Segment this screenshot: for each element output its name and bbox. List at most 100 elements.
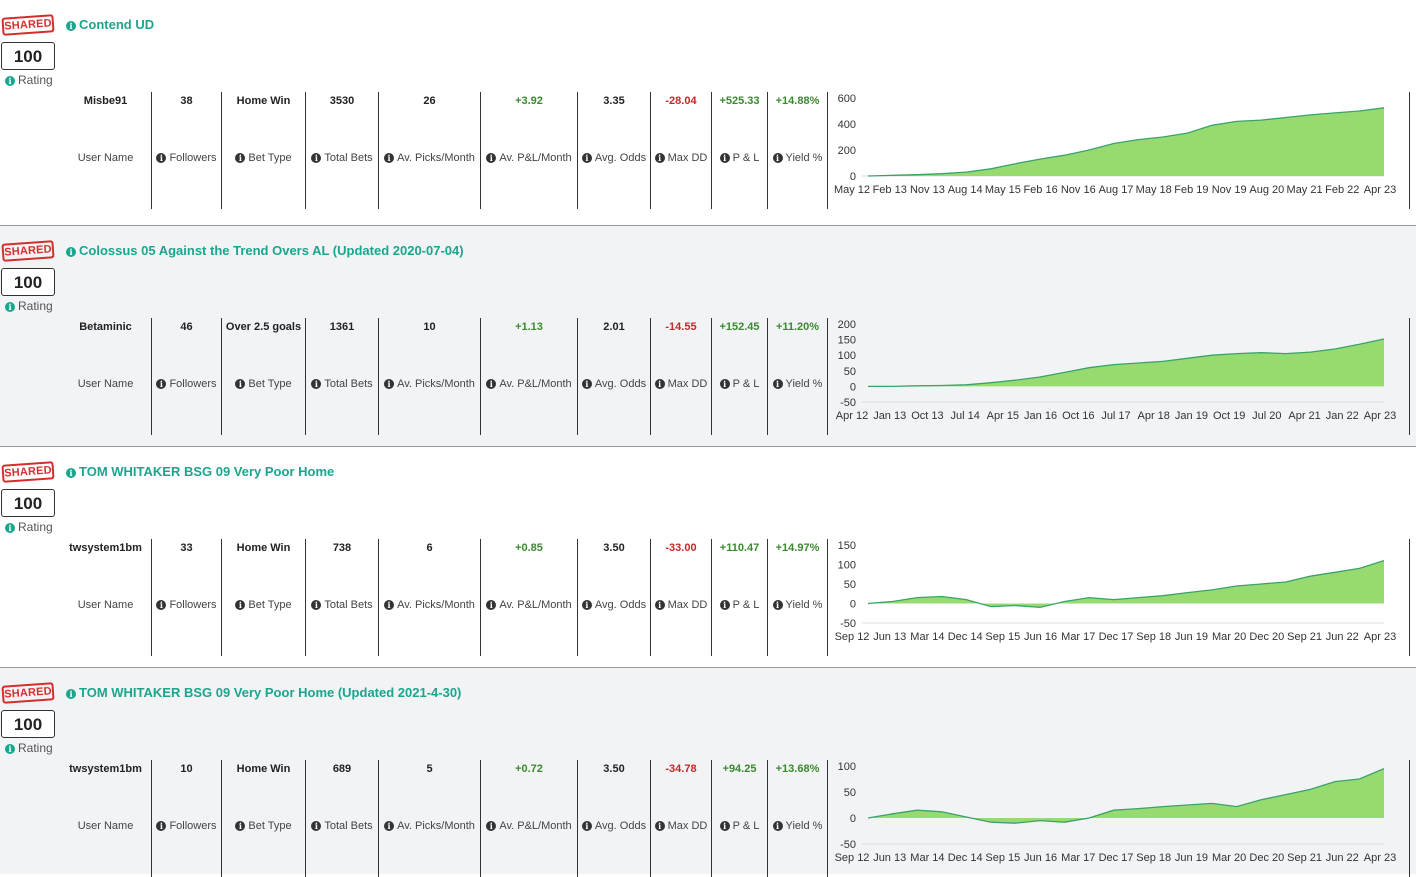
info-icon[interactable]: i — [156, 153, 167, 163]
info-icon[interactable]: i — [719, 821, 730, 831]
info-icon[interactable]: i — [384, 821, 395, 831]
followers-value: 38 — [180, 95, 193, 107]
user-name-value[interactable]: Betaminic — [79, 321, 132, 333]
x-tick-label: Jun 19 — [1175, 631, 1208, 643]
user-name-label: User Name — [77, 152, 134, 164]
info-icon[interactable]: i — [486, 821, 497, 831]
info-icon[interactable]: i — [719, 379, 730, 389]
info-icon[interactable]: i — [311, 821, 322, 831]
x-tick-label: Jul 20 — [1252, 410, 1281, 422]
info-icon[interactable]: i — [654, 153, 665, 163]
pl-area-series — [868, 560, 1384, 608]
info-icon[interactable]: i — [654, 379, 665, 389]
system-title-link[interactable]: i Colossus 05 Against the Trend Overs AL … — [66, 243, 464, 258]
stat-bet-type: Over 2.5 goals i Bet Type — [222, 318, 306, 435]
stat-max-dd: -34.78 i Max DD — [651, 760, 712, 877]
info-icon[interactable]: i — [311, 379, 322, 389]
y-tick-label: -50 — [840, 618, 856, 630]
yield-label: Yield % — [785, 378, 823, 390]
info-icon[interactable]: i — [5, 76, 15, 86]
x-tick-label: May 15 — [985, 184, 1021, 196]
system-title[interactable]: Contend UD — [79, 17, 155, 32]
info-icon[interactable]: i — [235, 821, 246, 831]
info-icon[interactable]: i — [66, 247, 76, 257]
user-name-value[interactable]: Misbe91 — [83, 95, 128, 107]
info-icon[interactable]: i — [486, 153, 497, 163]
x-tick-label: Nov 16 — [1061, 184, 1096, 196]
pl-value: +110.47 — [719, 542, 760, 554]
info-icon[interactable]: i — [654, 600, 665, 610]
user-name-value[interactable]: twsystem1bm — [69, 763, 142, 775]
pl-value: +525.33 — [719, 95, 760, 107]
info-icon[interactable]: i — [66, 468, 76, 478]
stat-bet-type: Home Win i Bet Type — [222, 539, 306, 656]
user-name-value[interactable]: twsystem1bm — [69, 542, 142, 554]
stat-yield: +11.20% i Yield % — [768, 318, 828, 435]
pl-label: P & L — [732, 599, 760, 611]
y-tick-label: 100 — [838, 560, 856, 572]
info-icon[interactable]: i — [66, 689, 76, 699]
info-icon[interactable]: i — [486, 600, 497, 610]
info-icon[interactable]: i — [581, 379, 592, 389]
info-icon[interactable]: i — [235, 600, 246, 610]
y-tick-label: 50 — [844, 579, 856, 591]
info-icon[interactable]: i — [719, 600, 730, 610]
info-icon[interactable]: i — [156, 821, 167, 831]
x-tick-label: Jul 14 — [950, 410, 979, 422]
x-tick-label: Apr 12 — [836, 410, 868, 422]
info-icon[interactable]: i — [581, 600, 592, 610]
system-title[interactable]: TOM WHITAKER BSG 09 Very Poor Home (Upda… — [79, 685, 462, 700]
av-pl-month-value: +3.92 — [515, 95, 543, 107]
shared-badge: SHARED — [1, 14, 55, 36]
info-icon[interactable]: i — [311, 600, 322, 610]
bet-type-value: Home Win — [236, 763, 291, 775]
rating-label-wrap: i Rating — [5, 73, 53, 87]
x-tick-label: Jul 17 — [1101, 410, 1130, 422]
stat-total-bets: 3530 i Total Bets — [306, 92, 379, 209]
info-icon[interactable]: i — [156, 600, 167, 610]
info-icon[interactable]: i — [66, 21, 76, 31]
system-title-link[interactable]: i TOM WHITAKER BSG 09 Very Poor Home (Upd… — [66, 685, 461, 700]
info-icon[interactable]: i — [156, 379, 167, 389]
info-icon[interactable]: i — [235, 153, 246, 163]
y-tick-label: 150 — [838, 540, 856, 552]
info-icon[interactable]: i — [772, 153, 783, 163]
av-picks-month-label: Av. Picks/Month — [397, 820, 475, 832]
stat-avg-odds: 3.50 i Avg. Odds — [578, 539, 651, 656]
info-icon[interactable]: i — [772, 600, 783, 610]
rating-label-wrap: i Rating — [5, 520, 53, 534]
system-title-link[interactable]: i TOM WHITAKER BSG 09 Very Poor Home — [66, 464, 334, 479]
info-icon[interactable]: i — [311, 153, 322, 163]
info-icon[interactable]: i — [772, 379, 783, 389]
system-title-link[interactable]: i Contend UD — [66, 17, 154, 32]
x-tick-label: Apr 23 — [1364, 410, 1396, 422]
shared-badge: SHARED — [1, 682, 55, 704]
info-icon[interactable]: i — [486, 379, 497, 389]
info-icon[interactable]: i — [772, 821, 783, 831]
info-icon[interactable]: i — [5, 302, 15, 312]
info-icon[interactable]: i — [235, 379, 246, 389]
info-icon[interactable]: i — [581, 153, 592, 163]
info-icon[interactable]: i — [384, 379, 395, 389]
x-tick-label: Nov 13 — [910, 184, 945, 196]
x-tick-label: Sep 18 — [1136, 852, 1171, 864]
total-bets-value: 1361 — [329, 321, 355, 333]
info-icon[interactable]: i — [384, 153, 395, 163]
info-icon[interactable]: i — [5, 744, 15, 754]
info-icon[interactable]: i — [654, 821, 665, 831]
bet-type-label: Bet Type — [248, 378, 292, 390]
info-icon[interactable]: i — [719, 153, 730, 163]
info-icon[interactable]: i — [581, 821, 592, 831]
info-icon[interactable]: i — [384, 600, 395, 610]
system-title[interactable]: TOM WHITAKER BSG 09 Very Poor Home — [79, 464, 335, 479]
x-tick-label: Oct 13 — [911, 410, 943, 422]
system-title[interactable]: Colossus 05 Against the Trend Overs AL (… — [79, 243, 464, 258]
info-icon[interactable]: i — [5, 523, 15, 533]
y-tick-label: 0 — [850, 813, 856, 825]
y-tick-label: 0 — [850, 599, 856, 611]
x-tick-label: May 18 — [1136, 184, 1172, 196]
